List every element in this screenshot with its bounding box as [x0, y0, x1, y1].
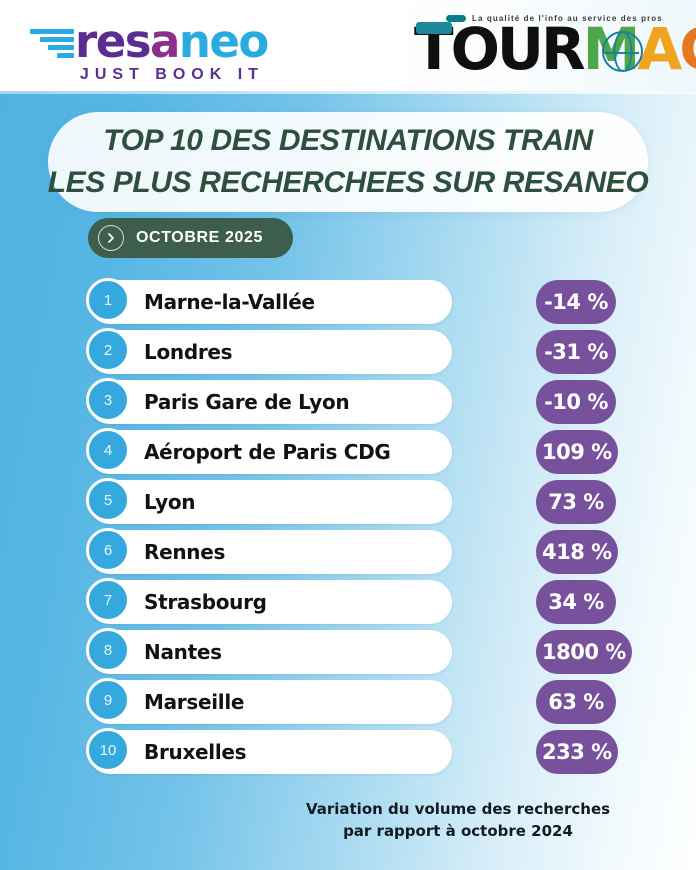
header-band: resaneo JUST BOOK IT La qualité de l'inf… [0, 0, 696, 94]
variation-badge: 109 % [536, 430, 618, 474]
tourmag-logo: La qualité de l'info au service des pros… [414, 12, 696, 84]
destination-name: Bruxelles [144, 740, 247, 764]
variation-badge: 34 % [536, 580, 616, 624]
rank-badge: 5 [86, 478, 130, 522]
resaneo-wordmark-neo: neo [178, 15, 269, 68]
rank-badge: 9 [86, 678, 130, 722]
tourmag-wordmark-g: G [679, 15, 696, 83]
rank-badge: 10 [86, 728, 130, 772]
date-badge: OCTOBRE 2025 [88, 218, 293, 258]
footer-note: Variation du volume des recherches par r… [248, 798, 668, 842]
destination-name: Londres [144, 340, 233, 364]
list-item: 1 Marne-la-Vallée -14 % [0, 278, 696, 330]
destination-pill: 4 Aéroport de Paris CDG [86, 428, 452, 474]
resaneo-wordmark-a: a [150, 15, 180, 68]
list-item: 9 Marseille 63 % [0, 678, 696, 730]
rank-badge: 6 [86, 528, 130, 572]
destination-pill: 3 Paris Gare de Lyon [86, 378, 452, 424]
list-item: 6 Rennes 418 % [0, 528, 696, 580]
rank-badge: 1 [86, 278, 130, 322]
rank-badge: 4 [86, 428, 130, 472]
variation-badge: 1800 % [536, 630, 632, 674]
tourmag-wordmark-a: A [637, 15, 682, 83]
resaneo-wordmark-res: res [75, 15, 152, 68]
page-title-line-2: LES PLUS RECHERCHEES SUR RESANEO [47, 166, 649, 199]
list-item: 2 Londres -31 % [0, 328, 696, 380]
variation-badge: 418 % [536, 530, 618, 574]
rank-badge: 2 [86, 328, 130, 372]
destination-pill: 10 Bruxelles [86, 728, 452, 774]
destination-pill: 2 Londres [86, 328, 452, 374]
resaneo-wordmark: resaneo [75, 19, 269, 64]
list-item: 3 Paris Gare de Lyon -10 % [0, 378, 696, 430]
destination-name: Marne-la-Vallée [144, 290, 315, 314]
list-item: 8 Nantes 1800 % [0, 628, 696, 680]
list-item: 5 Lyon 73 % [0, 478, 696, 530]
resaneo-tagline: JUST BOOK IT [79, 66, 264, 83]
destinations-list: 1 Marne-la-Vallée -14 % 2 Londres -31 % … [0, 278, 696, 780]
list-item: 7 Strasbourg 34 % [0, 578, 696, 630]
chevron-right-circle-icon [98, 225, 124, 251]
tourmag-t-bar-icon [416, 22, 452, 34]
destination-pill: 5 Lyon [86, 478, 452, 524]
rank-badge: 7 [86, 578, 130, 622]
destination-pill: 1 Marne-la-Vallée [86, 278, 452, 324]
destination-name: Rennes [144, 540, 226, 564]
destination-pill: 9 Marseille [86, 678, 452, 724]
rank-badge: 3 [86, 378, 130, 422]
globe-icon [602, 31, 643, 72]
destination-pill: 6 Rennes [86, 528, 452, 574]
destination-name: Aéroport de Paris CDG [144, 440, 391, 464]
variation-badge: -31 % [536, 330, 616, 374]
speed-lines-icon [28, 26, 74, 62]
list-item: 4 Aéroport de Paris CDG 109 % [0, 428, 696, 480]
rank-badge: 8 [86, 628, 130, 672]
variation-badge: -10 % [536, 380, 616, 424]
variation-badge: -14 % [536, 280, 616, 324]
destination-name: Nantes [144, 640, 222, 664]
destination-name: Lyon [144, 490, 196, 514]
page-title: TOP 10 DES DESTINATIONS TRAIN LES PLUS R… [47, 112, 649, 212]
footer-note-line-1: Variation du volume des recherches [305, 800, 611, 818]
variation-badge: 63 % [536, 680, 616, 724]
list-item: 10 Bruxelles 233 % [0, 728, 696, 780]
tourmag-wordmark: TOURMAG [414, 20, 696, 78]
date-badge-label: OCTOBRE 2025 [136, 229, 263, 246]
destination-name: Strasbourg [144, 590, 267, 614]
destination-name: Paris Gare de Lyon [144, 390, 350, 414]
tourmag-tagline-dot-icon [446, 15, 466, 22]
destination-pill: 8 Nantes [86, 628, 452, 674]
tourmag-wordmark-our: OUR [450, 15, 586, 83]
destination-pill: 7 Strasbourg [86, 578, 452, 624]
footer-note-line-2: par rapport à octobre 2024 [343, 822, 573, 840]
resaneo-logo-row: resaneo [28, 19, 269, 64]
variation-badge: 233 % [536, 730, 618, 774]
destination-name: Marseille [144, 690, 245, 714]
tourmag-tagline: La qualité de l'info au service des pros [472, 14, 663, 23]
page-title-line-1: TOP 10 DES DESTINATIONS TRAIN [103, 124, 593, 157]
resaneo-logo: resaneo JUST BOOK IT [28, 19, 269, 84]
variation-badge: 73 % [536, 480, 616, 524]
